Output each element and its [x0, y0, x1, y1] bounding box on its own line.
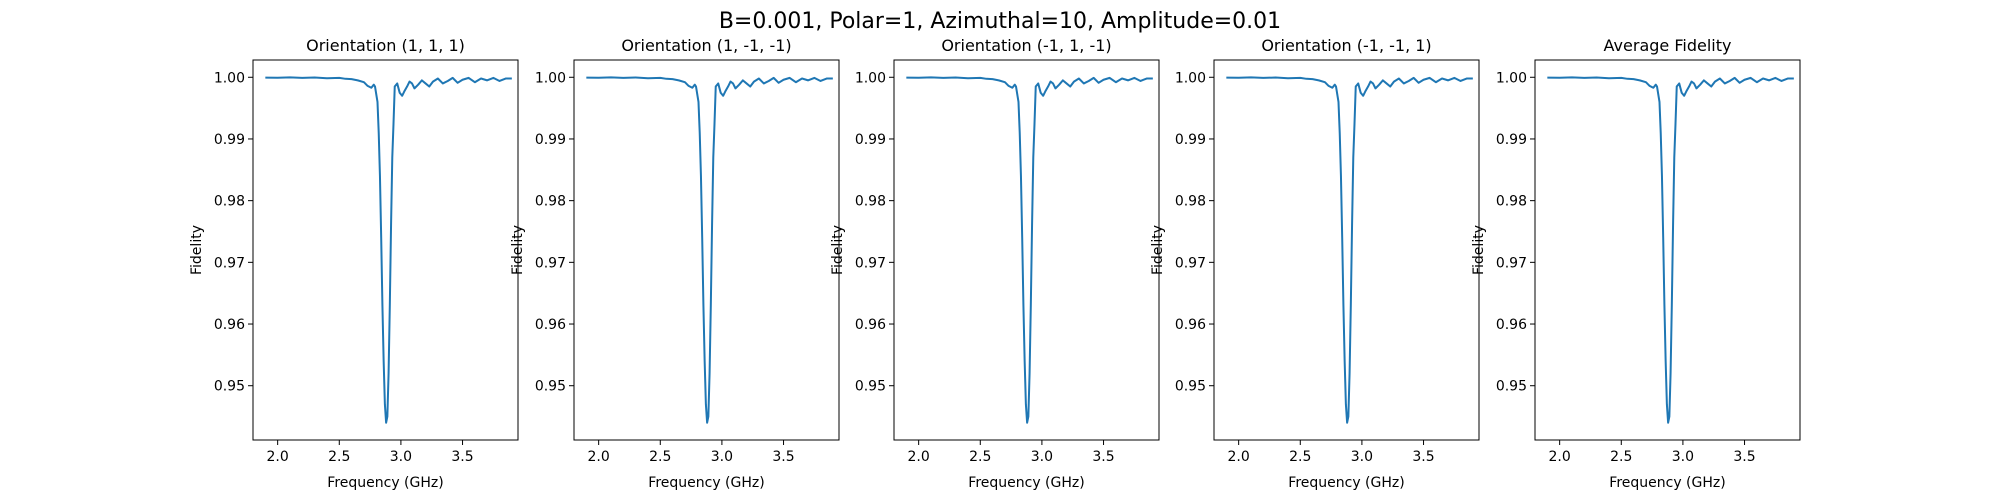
y-tick-label: 0.96: [214, 317, 245, 333]
y-tick-label: 0.99: [855, 132, 886, 148]
subplot-title: Orientation (1, 1, 1): [306, 36, 465, 55]
x-tick-label: 2.0: [267, 449, 289, 465]
y-tick-label: 0.97: [1175, 255, 1206, 271]
y-tick-label: 0.98: [1496, 194, 1527, 210]
y-tick-label: 0.97: [214, 255, 245, 271]
subplot-2: Orientation (1, -1, -1) 0.95 0.96 0.97 0.98 0…: [510, 36, 840, 491]
y-tick-label: 0.97: [535, 255, 566, 271]
axes-frame: [573, 59, 840, 441]
x-tick-label: 2.5: [328, 449, 350, 465]
y-tick-label: 1.00: [855, 70, 886, 86]
fidelity-line: [1547, 76, 1794, 424]
y-tick-label: 0.99: [214, 132, 245, 148]
x-tick-label: 3.5: [1092, 449, 1114, 465]
subplot-title: Orientation (-1, -1, 1): [1261, 36, 1431, 55]
axes-frame: [252, 59, 519, 441]
y-tick-label: 0.95: [214, 379, 245, 395]
fidelity-line: [586, 76, 833, 424]
y-tick-label: 0.96: [535, 317, 566, 333]
y-tick-label: 1.00: [1175, 70, 1206, 86]
subplot-title: Average Fidelity: [1604, 36, 1732, 55]
y-tick-label: 0.95: [1175, 379, 1206, 395]
y-tick-label: 1.00: [1496, 70, 1527, 86]
subplot-panels: Orientation (1, 1, 1) 0.95 0.96 0.97 0.98 0.9…: [189, 36, 1801, 491]
y-tick-label: 0.97: [855, 255, 886, 271]
x-axis-label: Frequency (GHz): [327, 475, 443, 491]
y-tick-label: 0.95: [1496, 379, 1527, 395]
y-tick-label: 0.98: [535, 194, 566, 210]
figure-suptitle: B=0.001, Polar=1, Azimuthal=10, Amplitud…: [719, 9, 1281, 34]
x-tick-label: 3.5: [1412, 449, 1434, 465]
x-tick-label: 2.0: [588, 449, 610, 465]
y-tick-label: 0.96: [855, 317, 886, 333]
y-tick-label: 1.00: [214, 70, 245, 86]
x-axis-label: Frequency (GHz): [1609, 475, 1725, 491]
x-tick-label: 2.5: [969, 449, 991, 465]
y-tick-label: 0.99: [535, 132, 566, 148]
fidelity-line: [1226, 76, 1473, 424]
y-axis-label: Fidelity: [1150, 225, 1166, 275]
y-axis-label: Fidelity: [510, 225, 526, 275]
y-tick-label: 0.96: [1496, 317, 1527, 333]
y-axis-label: Fidelity: [830, 225, 846, 275]
subplot-5: Average Fidelity 0.95 0.96 0.97 0.98 0.99 1.00…: [1471, 36, 1801, 491]
subplot-title: Orientation (-1, 1, -1): [941, 36, 1111, 55]
x-tick-label: 3.0: [390, 449, 412, 465]
y-tick-label: 0.98: [214, 194, 245, 210]
x-axis-label: Frequency (GHz): [968, 475, 1084, 491]
y-tick-label: 0.99: [1496, 132, 1527, 148]
subplot-1: Orientation (1, 1, 1) 0.95 0.96 0.97 0.98 0.9…: [189, 36, 519, 491]
x-tick-label: 2.5: [1610, 449, 1632, 465]
subplot-4: Orientation (-1, -1, 1) 0.95 0.96 0.97 0.98 0…: [1150, 36, 1480, 491]
y-tick-label: 0.95: [855, 379, 886, 395]
subplot-title: Orientation (1, -1, -1): [621, 36, 791, 55]
y-axis-label: Fidelity: [1471, 225, 1487, 275]
x-tick-label: 3.0: [1672, 449, 1694, 465]
x-tick-label: 2.5: [1289, 449, 1311, 465]
axes-frame: [893, 59, 1160, 441]
fidelity-line: [906, 76, 1153, 424]
x-tick-label: 2.0: [1549, 449, 1571, 465]
x-tick-label: 2.5: [649, 449, 671, 465]
y-tick-label: 0.98: [855, 194, 886, 210]
x-tick-label: 3.5: [772, 449, 794, 465]
y-tick-label: 0.95: [535, 379, 566, 395]
x-axis-label: Frequency (GHz): [648, 475, 764, 491]
axes-frame: [1534, 59, 1801, 441]
y-tick-label: 0.99: [1175, 132, 1206, 148]
x-tick-label: 2.0: [908, 449, 930, 465]
x-tick-label: 3.5: [451, 449, 473, 465]
subplot-3: Orientation (-1, 1, -1) 0.95 0.96 0.97 0.98 0…: [830, 36, 1160, 491]
y-tick-label: 0.96: [1175, 317, 1206, 333]
x-axis-label: Frequency (GHz): [1288, 475, 1404, 491]
x-tick-label: 3.0: [711, 449, 733, 465]
y-tick-label: 1.00: [535, 70, 566, 86]
x-tick-label: 3.5: [1733, 449, 1755, 465]
x-tick-label: 3.0: [1351, 449, 1373, 465]
x-tick-label: 2.0: [1228, 449, 1250, 465]
y-tick-label: 0.97: [1496, 255, 1527, 271]
y-axis-label: Fidelity: [189, 225, 205, 275]
y-tick-label: 0.98: [1175, 194, 1206, 210]
fidelity-line: [265, 76, 512, 424]
x-tick-label: 3.0: [1031, 449, 1053, 465]
axes-frame: [1213, 59, 1480, 441]
